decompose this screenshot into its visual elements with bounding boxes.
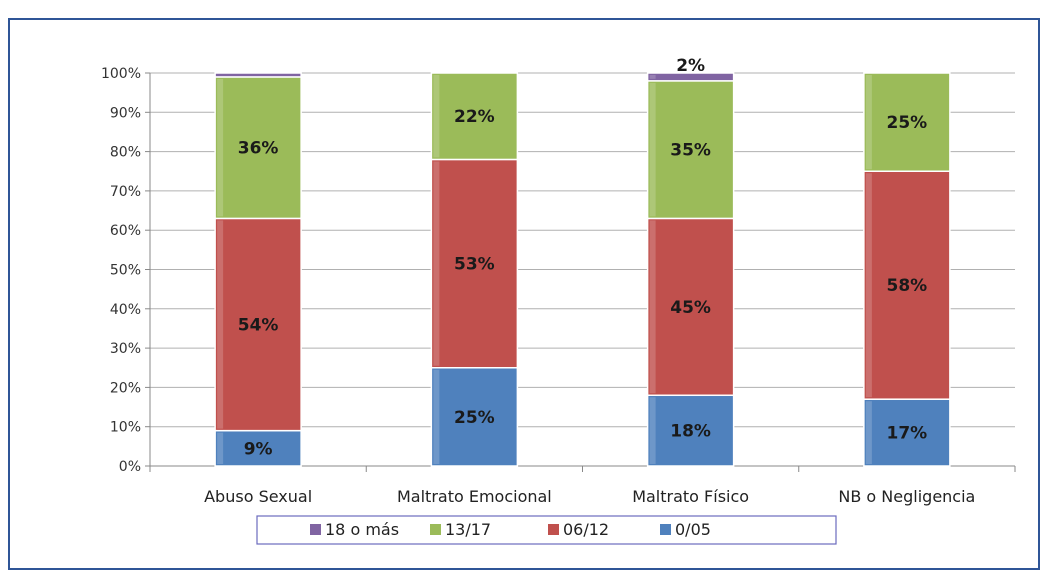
y-tick-label: 60% <box>110 223 141 239</box>
data-label: 18% <box>670 422 711 442</box>
legend-label: 18 o más <box>325 520 399 539</box>
x-tick-label: Maltrato Físico <box>632 487 749 506</box>
data-label: 25% <box>454 408 495 428</box>
bar-highlight <box>649 82 656 217</box>
legend-swatch <box>548 524 559 535</box>
bar-highlight <box>433 369 440 464</box>
y-tick-label: 70% <box>110 184 141 200</box>
y-tick-label: 80% <box>110 145 141 161</box>
data-label: 17% <box>887 424 928 444</box>
legend-box <box>256 515 837 545</box>
y-tick-label: 40% <box>110 302 141 318</box>
legend-swatch <box>430 524 441 535</box>
data-label: 58% <box>887 276 928 296</box>
data-label: 53% <box>454 255 495 275</box>
bar-segment <box>430 158 519 369</box>
legend-swatch <box>310 524 321 535</box>
bar-highlight <box>649 397 656 464</box>
y-tick-label: 50% <box>110 263 141 279</box>
data-label: 25% <box>887 113 928 133</box>
bar-highlight <box>649 75 656 79</box>
bar-segment <box>646 72 735 82</box>
bar-segment <box>214 76 302 220</box>
bar-highlight <box>865 173 872 398</box>
legend-label: 0/05 <box>675 520 711 539</box>
y-tick-label: 90% <box>110 105 141 121</box>
bar-segment <box>863 72 951 172</box>
x-tick-label: Maltrato Emocional <box>397 487 552 506</box>
legend: 18 o más 13/17 06/12 0/05 <box>256 515 837 545</box>
x-tick-label: Abuso Sexual <box>204 487 312 506</box>
bar-highlight <box>433 75 440 158</box>
bar-highlight <box>217 432 224 464</box>
bar-segment <box>646 217 735 397</box>
bar-highlight <box>217 78 224 217</box>
bar-segment <box>214 217 302 432</box>
y-tick-label: 100% <box>101 66 141 82</box>
bar-highlight <box>433 161 440 366</box>
bar-highlight <box>217 220 224 429</box>
data-label: 54% <box>238 316 279 336</box>
bar-segment <box>214 429 302 467</box>
legend-swatch <box>660 524 671 535</box>
y-tick-label: 0% <box>119 459 141 475</box>
data-label: 35% <box>670 141 711 161</box>
x-tick-label: NB o Negligencia <box>838 487 975 506</box>
bar-segment <box>863 170 951 400</box>
y-tick-label: 20% <box>110 380 141 396</box>
legend-label: 13/17 <box>445 520 491 539</box>
axes: 0% 10% 20% 30% 40% 50% 60% 70% 80% 90% 100% Abuso S… <box>101 66 1016 506</box>
bar-segment <box>863 398 951 467</box>
y-tick-label: 10% <box>110 420 141 436</box>
bar-highlight <box>865 75 872 170</box>
data-labels: 9% 54% 36% 25% 53% 22% 18% 45% 35% 2% 17% 58% 25% <box>238 56 927 459</box>
legend-label: 06/12 <box>563 520 609 539</box>
data-label: 45% <box>670 298 711 318</box>
bar-highlight <box>649 220 656 394</box>
bar-segment <box>430 367 519 467</box>
data-label: 36% <box>238 139 279 159</box>
data-label: 2% <box>676 56 705 76</box>
y-tick-label: 30% <box>110 341 141 357</box>
bars <box>214 72 951 467</box>
bar-segment <box>430 72 519 161</box>
data-label: 22% <box>454 107 495 127</box>
bar-segment <box>646 80 735 220</box>
data-label: 9% <box>244 439 273 459</box>
bar-segment <box>214 72 302 78</box>
bar-highlight <box>865 401 872 464</box>
